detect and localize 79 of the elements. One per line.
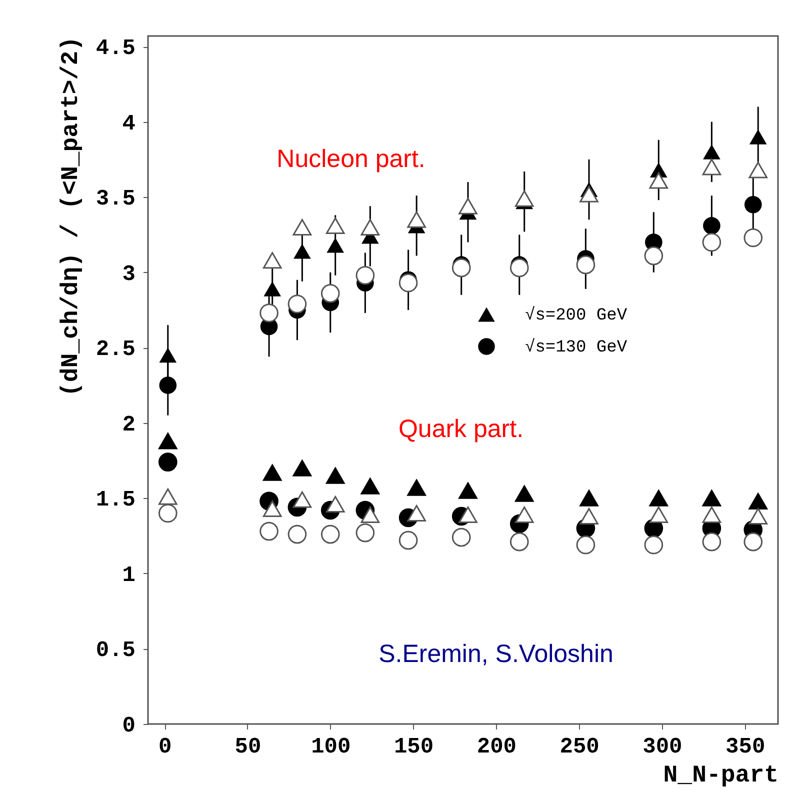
- point: [159, 376, 177, 394]
- legend-label: √s=130 GeV: [525, 338, 628, 358]
- point: [649, 172, 668, 189]
- annotation: S.Eremin, S.Voloshin: [378, 640, 614, 668]
- point: [744, 532, 763, 552]
- point: [326, 238, 344, 253]
- point: [326, 467, 345, 484]
- point: [649, 490, 668, 506]
- y-tick-label: 4.5: [96, 36, 136, 62]
- point: [407, 504, 426, 522]
- point: [320, 284, 340, 303]
- point: [644, 246, 664, 266]
- point: [514, 485, 534, 502]
- annotation: Nucleon part.: [276, 145, 426, 173]
- point: [748, 508, 768, 524]
- point: [749, 129, 767, 144]
- point: [398, 274, 418, 292]
- y-tick-label: 1.5: [96, 488, 136, 513]
- x-tick-label: 100: [311, 734, 351, 760]
- point: [748, 492, 768, 510]
- x-tick-label: 350: [726, 734, 766, 760]
- point: [702, 158, 722, 176]
- x-tick-label: 0: [158, 734, 172, 760]
- point: [264, 281, 281, 296]
- point: [748, 162, 768, 178]
- x-tick-label: 250: [560, 734, 600, 760]
- point: [452, 258, 471, 278]
- x-tick-label: 200: [476, 734, 516, 760]
- point: [744, 196, 762, 214]
- y-tick-label: 0: [122, 714, 136, 738]
- point: [702, 490, 722, 506]
- x-axis-title: N_N-part: [663, 762, 778, 790]
- y-tick-label: 2.5: [96, 337, 136, 362]
- point: [262, 252, 282, 269]
- y-tick-label: 1: [122, 562, 136, 588]
- point: [514, 190, 534, 207]
- y-tick-label: 4: [122, 111, 136, 136]
- y-tick-label: 0.5: [96, 638, 136, 664]
- point: [262, 464, 282, 481]
- point: [294, 244, 311, 259]
- point: [576, 255, 596, 274]
- point: [158, 488, 178, 505]
- y-tick-label: 2: [122, 412, 136, 438]
- point: [260, 304, 278, 322]
- point: [458, 506, 478, 523]
- point: [360, 478, 380, 494]
- point: [360, 218, 380, 236]
- point: [326, 496, 345, 512]
- point: [580, 186, 598, 202]
- x-tick-label: 150: [394, 734, 434, 760]
- point: [292, 460, 312, 476]
- x-tick-label: 300: [642, 734, 682, 760]
- point: [458, 482, 478, 499]
- point: [703, 144, 720, 160]
- point: [703, 217, 720, 234]
- y-axis-title: (dN_ch/dη) / (<N_part>/2): [58, 36, 85, 397]
- point: [580, 490, 598, 506]
- point: [292, 218, 312, 236]
- point: [158, 432, 178, 450]
- point: [356, 266, 375, 285]
- legend-label: √s=200 GeV: [525, 306, 628, 326]
- point: [580, 508, 598, 524]
- point: [407, 479, 426, 496]
- point: [360, 506, 380, 523]
- x-tick-label: 50: [234, 734, 262, 760]
- y-tick-label: 3: [122, 262, 136, 287]
- point: [458, 198, 478, 214]
- point: [514, 506, 534, 523]
- point: [510, 258, 529, 278]
- point: [158, 452, 178, 472]
- point: [407, 211, 426, 228]
- annotation: Quark part.: [398, 415, 524, 443]
- point: [288, 294, 307, 314]
- point: [649, 506, 668, 523]
- y-tick-label: 3.5: [96, 186, 136, 212]
- point: [326, 217, 345, 234]
- point: [702, 506, 722, 523]
- point: [292, 491, 312, 508]
- point: [262, 500, 282, 517]
